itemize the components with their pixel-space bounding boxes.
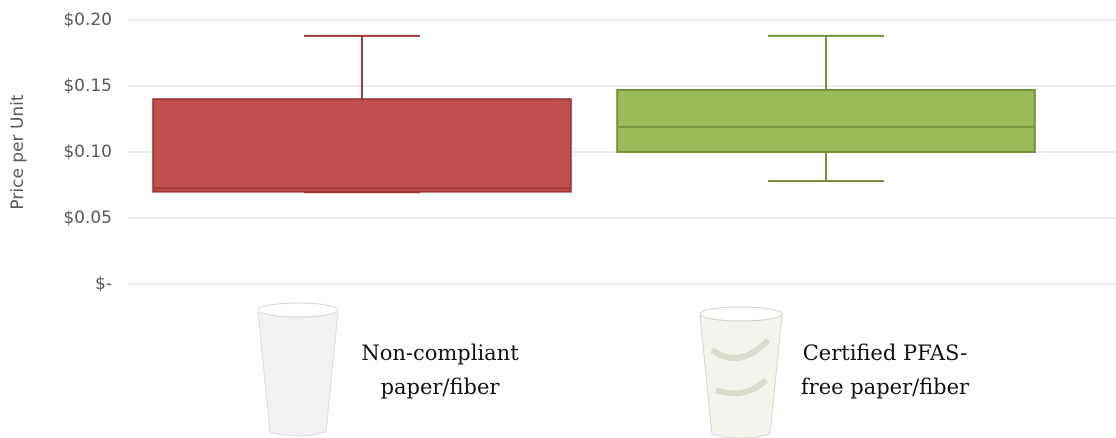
box — [153, 99, 571, 191]
category-label: Non-compliant paper/fiber — [340, 336, 540, 404]
cup-printed — [700, 307, 782, 438]
category-label: Certified PFAS-free paper/fiber — [790, 336, 980, 404]
y-axis-label: Price per Unit — [8, 94, 28, 209]
y-tick-label: $0.20 — [63, 10, 112, 30]
box — [617, 90, 1035, 152]
cup-plain — [258, 303, 338, 436]
page: Price per Unit $- $0.05 $0.10 $0.15 $0.20 No… — [0, 0, 1116, 438]
y-tick-label: $0.05 — [63, 208, 112, 228]
y-tick-label: $- — [95, 274, 112, 294]
y-tick-label: $0.10 — [63, 142, 112, 162]
y-tick-label: $0.15 — [63, 76, 112, 96]
